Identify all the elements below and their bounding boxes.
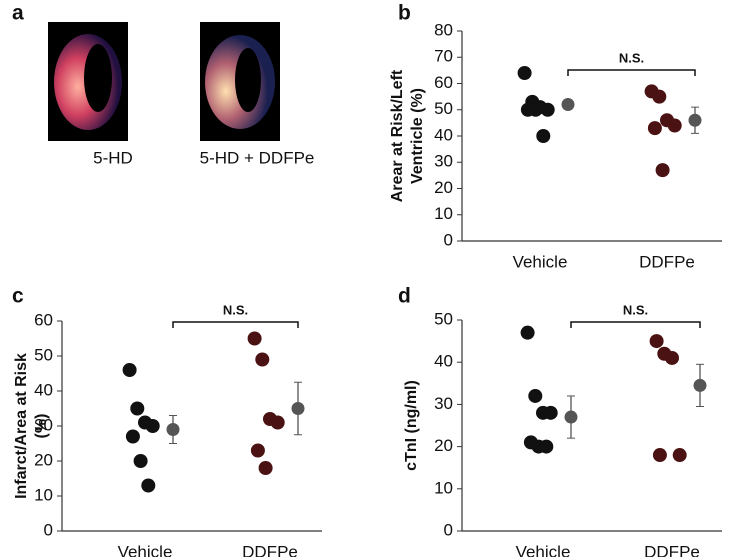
mean-point xyxy=(688,113,702,127)
data-point xyxy=(247,331,262,346)
image-caption: 5-HD + DDFPe xyxy=(200,148,315,167)
data-point xyxy=(122,363,137,377)
data-point xyxy=(255,352,270,367)
y-tick-label: 60 xyxy=(434,73,453,92)
chart-panel: d cTnI (ng/ml) 0 10 20 30 40 50 Vehicle DDFPe N.S. xyxy=(398,285,722,557)
significance-label: N.S. xyxy=(223,302,248,317)
x-tick-label: Vehicle xyxy=(516,542,571,557)
y-tick-label: 50 xyxy=(434,99,453,118)
y-tick-label: 50 xyxy=(34,345,53,364)
mean-point xyxy=(693,378,707,392)
chart-panel: c Infarct/Area at Risk (%) 0 10 20 30 40 50 60 Veh… xyxy=(12,285,322,557)
data-point xyxy=(528,388,543,403)
mean-point xyxy=(166,423,180,436)
significance-bracket xyxy=(172,321,299,328)
panel-label: b xyxy=(398,2,411,25)
data-point xyxy=(270,415,285,430)
panel-label: c xyxy=(12,285,24,308)
data-point xyxy=(125,429,140,444)
y-tick-label: 10 xyxy=(34,485,53,504)
y-tick-label: 30 xyxy=(434,394,453,413)
data-point xyxy=(540,102,555,117)
ventricle xyxy=(235,48,261,112)
y-tick-label: 30 xyxy=(434,152,453,171)
significance-label: N.S. xyxy=(623,302,648,317)
data-point xyxy=(517,66,532,80)
data-point xyxy=(536,129,551,143)
panel-label: d xyxy=(398,285,411,308)
data-point xyxy=(130,401,145,416)
y-tick-label: 80 xyxy=(434,20,453,39)
data-point xyxy=(655,163,670,178)
data-point xyxy=(539,439,554,454)
data-point xyxy=(141,478,156,493)
y-tick-label: 60 xyxy=(34,310,53,329)
data-point xyxy=(652,89,667,104)
y-tick-label: 40 xyxy=(434,125,453,144)
y-axis-label: Ventricle (%) xyxy=(409,88,426,184)
mean-point xyxy=(561,98,575,111)
image-panel: a 5-HD 5-HD + DDFPe xyxy=(12,2,314,168)
y-tick-label: 20 xyxy=(34,450,53,469)
y-tick-label: 0 xyxy=(444,520,453,539)
y-tick-label: 40 xyxy=(434,352,453,371)
x-tick-label: Vehicle xyxy=(118,542,173,557)
chart-panel: b Arear at Risk/Left Ventricle (%) 0 10 20 30 4… xyxy=(389,2,722,271)
significance-label: N.S. xyxy=(619,50,644,65)
x-tick-label: DDFPe xyxy=(639,252,695,271)
data-point xyxy=(528,102,543,117)
y-tick-label: 30 xyxy=(34,415,53,434)
y-tick-label: 20 xyxy=(434,436,453,455)
data-point xyxy=(667,118,682,133)
x-tick-label: Vehicle xyxy=(513,252,568,271)
panel-label: a xyxy=(12,2,24,25)
data-point xyxy=(133,454,148,468)
y-tick-label: 20 xyxy=(434,178,453,197)
data-point xyxy=(258,461,273,475)
data-point xyxy=(665,350,679,365)
y-tick-label: 40 xyxy=(34,380,53,399)
data-point xyxy=(652,448,667,463)
y-axis-label: cTnI (ng/ml) xyxy=(403,380,420,471)
y-tick-label: 10 xyxy=(434,478,453,497)
x-tick-label: DDFPe xyxy=(644,542,700,557)
y-tick-label: 10 xyxy=(434,204,453,223)
significance-bracket xyxy=(567,69,696,76)
significance-bracket xyxy=(570,321,701,328)
ventricle xyxy=(84,44,112,112)
image-caption: 5-HD xyxy=(93,148,133,167)
data-point xyxy=(649,334,664,349)
y-axis-label: Infarct/Area at Risk xyxy=(13,353,30,499)
y-tick-label: 0 xyxy=(44,520,53,539)
data-point xyxy=(647,121,662,136)
mean-point xyxy=(291,402,305,415)
data-point xyxy=(520,325,535,340)
y-axis-label: (%) xyxy=(33,414,50,439)
x-tick-label: DDFPe xyxy=(242,542,298,557)
data-point xyxy=(250,443,265,458)
data-point xyxy=(145,419,160,433)
y-tick-label: 0 xyxy=(444,230,453,249)
y-tick-label: 50 xyxy=(434,309,453,328)
data-point xyxy=(543,405,558,420)
y-axis-label: Arear at Risk/Left xyxy=(389,69,406,202)
data-point xyxy=(672,448,687,463)
mean-point xyxy=(564,410,578,424)
y-tick-label: 70 xyxy=(434,47,453,66)
